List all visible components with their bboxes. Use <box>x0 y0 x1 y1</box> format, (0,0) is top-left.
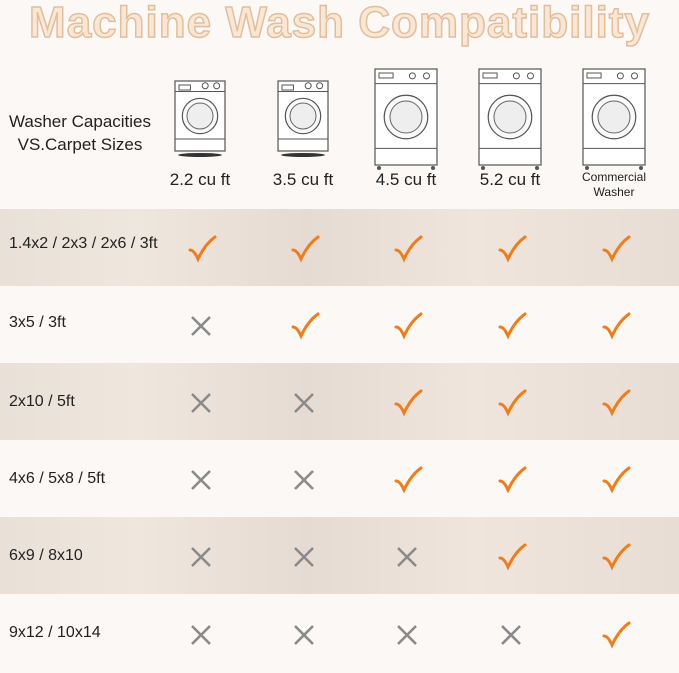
row-label: 6x9 / 8x10 <box>9 547 83 564</box>
cross-icon <box>290 465 320 495</box>
table-row: 1.4x2 / 2x3 / 2x6 / 3ft <box>0 209 679 286</box>
cross-icon <box>290 542 320 572</box>
table-row: 4x6 / 5x8 / 5ft <box>0 440 679 517</box>
table-row: 3x5 / 3ft <box>0 286 679 363</box>
page-title: Machine Wash Compatibility <box>28 0 650 48</box>
row-label: 4x6 / 5x8 / 5ft <box>9 470 106 487</box>
table-row: 9x12 / 10x14 <box>0 594 679 673</box>
small-washer-icon <box>253 68 353 158</box>
large-washer-icon <box>564 68 664 172</box>
check-icon <box>601 465 631 495</box>
check-icon <box>601 542 631 572</box>
check-icon <box>393 311 423 341</box>
check-icon <box>497 234 527 264</box>
table-row: 2x10 / 5ft <box>0 363 679 440</box>
check-icon <box>290 311 320 341</box>
column-header: 2.2 cu ft <box>169 170 231 189</box>
row-label: 1.4x2 / 2x3 / 2x6 / 3ft <box>9 235 158 252</box>
check-icon <box>497 465 527 495</box>
check-icon <box>393 234 423 264</box>
cross-icon <box>497 620 527 650</box>
column-header: 3.5 cu ft <box>272 170 334 189</box>
cross-icon <box>290 620 320 650</box>
check-icon <box>393 388 423 418</box>
table-row: 6x9 / 8x10 <box>0 517 679 594</box>
cross-icon <box>187 465 217 495</box>
cross-icon <box>393 542 423 572</box>
large-washer-icon <box>460 68 560 172</box>
large-washer-icon <box>356 68 456 172</box>
check-icon <box>290 234 320 264</box>
column-header: 4.5 cu ft <box>375 170 437 189</box>
check-icon <box>393 465 423 495</box>
check-icon <box>497 311 527 341</box>
row-label: 2x10 / 5ft <box>9 393 75 410</box>
check-icon <box>601 620 631 650</box>
column-header: 5.2 cu ft <box>479 170 541 189</box>
cross-icon <box>187 388 217 418</box>
row-label: 3x5 / 3ft <box>9 314 66 331</box>
corner-label: Washer Capacities VS.Carpet Sizes <box>0 110 160 156</box>
check-icon <box>187 234 217 264</box>
check-icon <box>497 542 527 572</box>
cross-icon <box>187 620 217 650</box>
check-icon <box>601 388 631 418</box>
check-icon <box>601 311 631 341</box>
column-header: Commercial Washer <box>581 170 646 199</box>
check-icon <box>601 234 631 264</box>
cross-icon <box>187 542 217 572</box>
corner-label-line: VS.Carpet Sizes <box>17 135 143 154</box>
cross-icon <box>187 311 217 341</box>
check-icon <box>497 388 527 418</box>
corner-label-line: Washer Capacities <box>8 112 152 131</box>
cross-icon <box>290 388 320 418</box>
cross-icon <box>393 620 423 650</box>
row-label: 9x12 / 10x14 <box>9 624 101 641</box>
small-washer-icon <box>150 68 250 158</box>
